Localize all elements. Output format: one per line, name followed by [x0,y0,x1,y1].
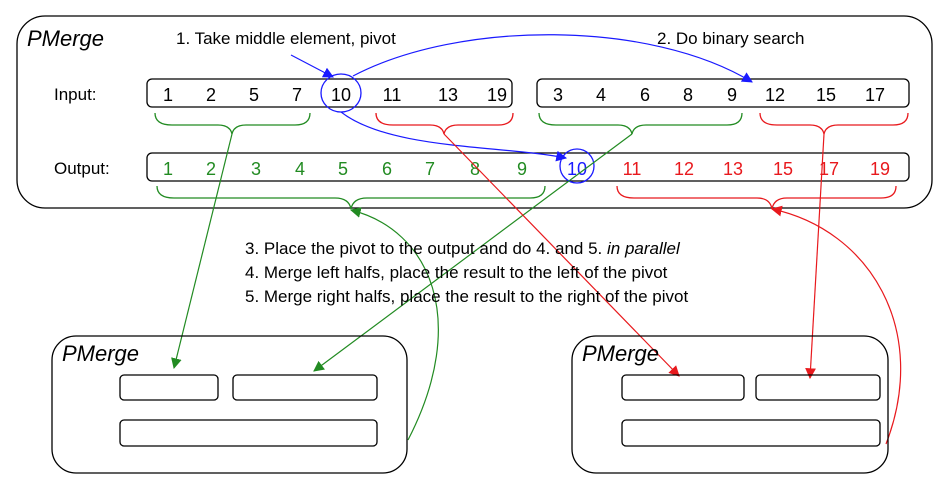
brace-input-left-high [375,112,514,135]
input-right-cell-2: 6 [640,85,650,105]
left-sub-pmerge-box [51,335,408,474]
output-cell-5: 6 [382,159,392,179]
arrow-right-high-to-sub [805,133,825,380]
step1-label: 1. Take middle element, pivot [176,29,396,48]
left-sub-input-a [119,374,219,401]
output-cell-14: 17 [819,159,839,179]
input-left-cell-2: 5 [249,85,259,105]
output-cell-8: 9 [517,159,527,179]
output-cell-12: 13 [723,159,743,179]
output-array-box [146,152,910,182]
output-cell-9: 10 [567,159,587,179]
input-right-cell-1: 4 [596,85,606,105]
output-label: Output: [54,159,110,178]
output-pivot-circle [559,148,595,184]
step2-label: 2. Do binary search [657,29,804,48]
output-cell-3: 4 [295,159,305,179]
arrow-binary-search [352,34,753,83]
instruction-line3-emphasis: in parallel [607,239,681,258]
output-values: 1 2 3 4 5 6 7 8 9 10 11 12 13 15 17 19 [163,159,890,179]
instruction-line5: 5. Merge right halfs, place the result t… [245,287,688,306]
input-left-array-box [146,78,513,108]
right-sub-input-a [621,374,745,401]
output-cell-13: 15 [773,159,793,179]
brace-output-right [616,185,897,210]
arrow-left-low-to-sub [171,133,233,370]
arrow-sub-left-result-to-output [349,207,439,441]
input-left-cell-6: 13 [438,85,458,105]
output-cell-15: 19 [870,159,890,179]
brace-input-left-low [154,112,311,135]
brace-input-right-high [759,112,909,135]
input-right-values: 3 4 6 8 9 12 15 17 [553,85,885,105]
right-sub-pmerge-box [571,335,889,474]
input-right-array-box [536,78,910,108]
right-sub-output [621,419,881,447]
output-cell-0: 1 [163,159,173,179]
input-right-cell-7: 17 [865,85,885,105]
input-left-values: 1 2 5 7 10 11 13 19 [163,85,507,105]
input-left-cell-3: 7 [292,85,302,105]
left-sub-output [119,419,378,447]
output-cell-7: 8 [470,159,480,179]
brace-input-right-low [538,112,743,135]
input-right-cell-0: 3 [553,85,563,105]
output-cell-1: 2 [206,159,216,179]
input-left-cell-0: 1 [163,85,173,105]
input-left-cell-5: 11 [383,85,402,105]
instruction-line3-text: 3. Place the pivot to the output and do … [245,239,607,258]
input-right-cell-4: 9 [727,85,737,105]
input-left-cell-7: 19 [487,85,507,105]
output-cell-6: 7 [425,159,435,179]
output-cell-11: 12 [674,159,694,179]
arrow-step1-to-pivot [290,54,334,78]
input-left-cell-1: 2 [206,85,216,105]
left-sub-pmerge-title: PMerge [62,341,139,366]
output-cell-10: 11 [623,159,642,179]
right-sub-input-b [755,374,881,401]
instruction-line4: 4. Merge left halfs, place the result to… [245,263,668,282]
output-cell-4: 5 [338,159,348,179]
main-pmerge-box [16,15,933,209]
input-left-cell-4: 10 [331,85,351,105]
input-right-cell-6: 15 [816,85,836,105]
left-sub-input-b [232,374,378,401]
input-right-cell-3: 8 [683,85,693,105]
right-sub-pmerge-title: PMerge [582,341,659,366]
arrow-sub-right-result-to-output [770,205,902,445]
input-right-cell-5: 12 [765,85,785,105]
arrow-right-low-to-sub [313,133,633,372]
instruction-line3: 3. Place the pivot to the output and do … [245,239,681,258]
arrow-pivot-to-output [340,111,568,162]
output-cell-2: 3 [251,159,261,179]
input-label: Input: [54,85,97,104]
main-pmerge-title: PMerge [27,26,104,51]
brace-output-left [156,185,546,210]
